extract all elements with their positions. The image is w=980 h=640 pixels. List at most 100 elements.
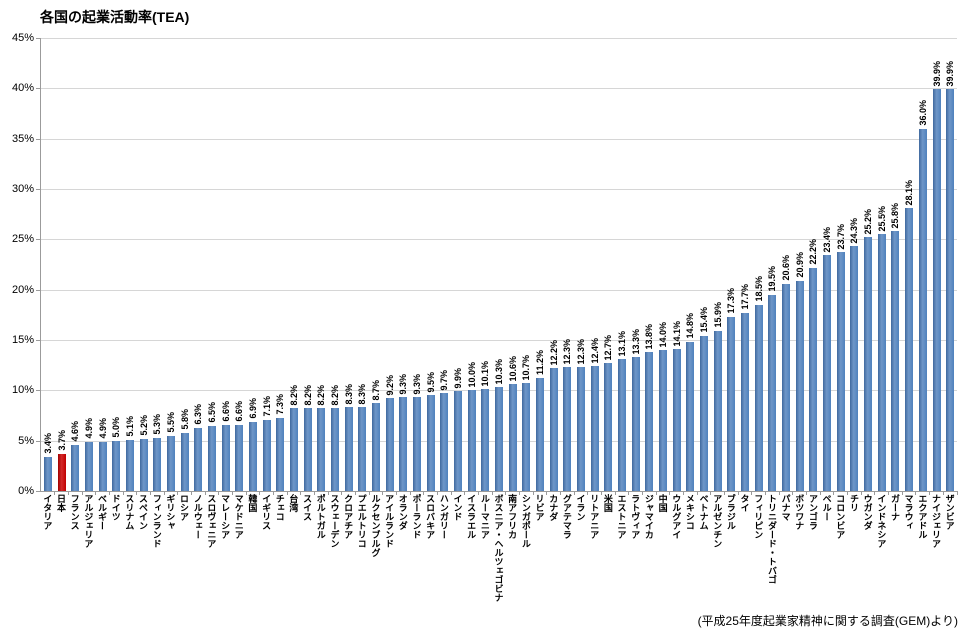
- category-label-slot: ポルトガル: [313, 494, 327, 539]
- category-label: ナイジェリア: [931, 494, 941, 548]
- bar-value-label: 6.6%: [234, 401, 245, 422]
- bar: [864, 237, 873, 491]
- bar-value-label: 17.7%: [740, 284, 751, 310]
- bar-value-label: 5.0%: [111, 417, 122, 438]
- bar: [563, 367, 572, 491]
- bar-slot: 12.3%: [561, 38, 575, 491]
- bar-slot: 8.2%: [287, 38, 301, 491]
- y-axis-tick: [36, 491, 40, 492]
- category-label: スロヴェニア: [206, 494, 217, 548]
- x-axis-tick: [286, 491, 288, 495]
- bar-slot: 9.2%: [383, 38, 397, 491]
- x-axis-tick: [177, 491, 179, 495]
- bar-value-label: 4.9%: [97, 418, 108, 439]
- category-label: ベルギー: [97, 494, 108, 530]
- category-label: マラウィ: [903, 494, 914, 530]
- bar-slot: 39.9%: [930, 38, 944, 491]
- category-label: グアテマラ: [561, 494, 572, 539]
- x-axis-tick: [67, 491, 69, 495]
- y-axis-label: 30%: [11, 183, 34, 195]
- category-label: ギリシャ: [165, 494, 176, 530]
- category-label: ボツワナ: [794, 494, 805, 530]
- category-label: コロンビア: [835, 494, 846, 539]
- bar-slot: 11.2%: [533, 38, 547, 491]
- category-label: ルクセンブルグ: [370, 494, 381, 557]
- bar-slot: 13.3%: [629, 38, 643, 491]
- category-label-slot: メキシコ: [683, 494, 697, 530]
- bar-slot: 24.3%: [848, 38, 862, 491]
- category-label: 米国: [602, 494, 613, 512]
- bar-value-label: 13.1%: [617, 330, 628, 357]
- x-axis-tick: [122, 491, 124, 495]
- category-label: フランス: [69, 494, 80, 530]
- category-label: 韓国: [247, 494, 258, 512]
- bar-value-label: 8.7%: [370, 379, 381, 401]
- x-axis-tick: [231, 491, 233, 495]
- bar-slot: 6.3%: [191, 38, 205, 491]
- bar-value-label: 15.4%: [699, 307, 710, 333]
- category-label: マケドニア: [233, 494, 244, 539]
- bar: [850, 246, 859, 491]
- category-label-slot: ドイツ: [108, 494, 122, 521]
- bar: [536, 378, 545, 491]
- x-axis-tick: [519, 491, 520, 495]
- category-label: ジャマイカ: [643, 494, 654, 539]
- x-axis-tick: [477, 491, 479, 495]
- bar: [754, 304, 763, 491]
- bar-value-label: 8.3%: [357, 383, 368, 405]
- category-label: メキシコ: [684, 494, 695, 530]
- gridline: [41, 340, 957, 341]
- category-label-slot: ボスニア・ヘルツェゴビナ: [491, 494, 505, 602]
- bar-value-label: 6.3%: [193, 404, 204, 425]
- bar-slot: 19.5%: [766, 38, 780, 491]
- x-axis-tick: [888, 491, 890, 495]
- category-label-slot: グアテマラ: [560, 494, 574, 539]
- x-axis-tick: [108, 491, 110, 495]
- x-axis-tick: [573, 491, 575, 495]
- category-label-slot: ジャマイカ: [642, 494, 656, 539]
- bar-value-label: 10.6%: [507, 355, 518, 382]
- bar: [180, 432, 189, 491]
- bar-slot: 13.8%: [643, 38, 657, 491]
- bar: [385, 398, 394, 491]
- chart-title: 各国の起業活動率(TEA): [40, 9, 190, 25]
- bar-slot: 9.9%: [451, 38, 465, 491]
- bar-value-label: 25.5%: [876, 205, 887, 232]
- category-label-slot: ブラジル: [724, 494, 738, 530]
- bar: [590, 366, 599, 491]
- bar-value-label: 15.9%: [712, 302, 723, 328]
- bar: [262, 419, 271, 491]
- bar: [891, 231, 900, 491]
- y-axis-label: 15%: [11, 334, 34, 346]
- bar: [221, 424, 230, 491]
- category-label-slot: スウェーデン: [327, 494, 341, 548]
- bar-slot: 9.3%: [396, 38, 410, 491]
- x-axis-tick: [423, 491, 425, 495]
- category-label: リトアニア: [589, 494, 600, 539]
- bar-value-label: 3.7%: [56, 430, 67, 451]
- category-label-slot: ハンガリー: [436, 494, 450, 539]
- x-axis-tick: [901, 491, 903, 495]
- bar-slot: 6.6%: [232, 38, 246, 491]
- bar: [98, 441, 107, 491]
- category-label-slot: プエルトリコ: [354, 494, 368, 548]
- bar-slot: 25.5%: [875, 38, 889, 491]
- y-axis-tick: [36, 189, 40, 190]
- bar: [741, 312, 750, 491]
- bar-value-label: 24.3%: [849, 217, 860, 244]
- bar-slot: 4.6%: [68, 38, 82, 491]
- x-axis-tick: [724, 491, 726, 495]
- category-label-slot: 台湾: [286, 494, 300, 512]
- bar-slot: 5.0%: [109, 38, 123, 491]
- bar: [932, 89, 941, 491]
- bar-slot: 5.1%: [123, 38, 137, 491]
- x-axis-tick: [587, 491, 589, 495]
- x-axis-tick: [464, 491, 466, 495]
- category-label: イタリア: [42, 494, 53, 530]
- category-label: トリニダード・トバゴ: [766, 494, 777, 584]
- category-label-slot: エストニア: [614, 494, 628, 539]
- category-label: ブラジル: [725, 494, 736, 530]
- bar-value-label: 36.0%: [917, 100, 928, 126]
- bar: [317, 408, 326, 491]
- category-label-slot: アンゴラ: [806, 494, 820, 530]
